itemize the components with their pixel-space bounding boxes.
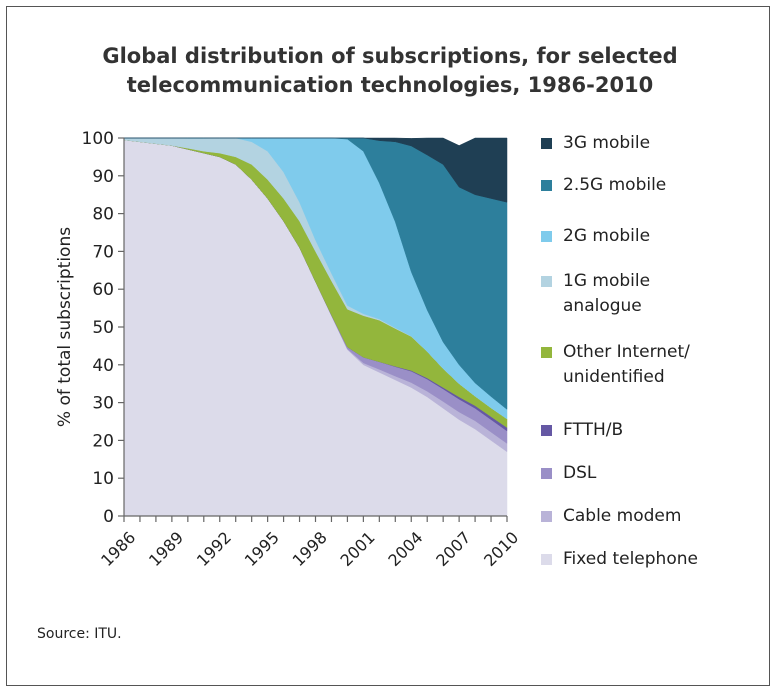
legend-label: DSL bbox=[563, 463, 597, 483]
y-tick-label: 60 bbox=[92, 280, 114, 300]
legend-label: 2.5G mobile bbox=[563, 175, 666, 195]
y-tick-label: 20 bbox=[92, 431, 114, 451]
chart-title-line-1: Global distribution of subscriptions, fo… bbox=[102, 44, 678, 68]
legend-label: 2G mobile bbox=[563, 226, 650, 246]
y-axis-label: % of total subscriptions bbox=[55, 227, 75, 427]
x-tick-label: 2010 bbox=[480, 528, 522, 570]
y-tick-label: 70 bbox=[92, 242, 114, 262]
chart-title-line-2: telecommunication technologies, 1986-201… bbox=[126, 73, 654, 97]
y-tick-label: 30 bbox=[92, 394, 114, 414]
y-tick-label: 10 bbox=[92, 469, 114, 489]
x-tick-label: 1998 bbox=[289, 528, 331, 570]
legend-swatch bbox=[541, 425, 552, 436]
y-tick-label: 0 bbox=[103, 507, 114, 527]
x-tick-label: 2001 bbox=[336, 528, 378, 570]
legend-label: Other Internet/ bbox=[563, 342, 690, 362]
x-tick-label: 1995 bbox=[241, 528, 283, 570]
legend-label: FTTH/B bbox=[563, 420, 623, 440]
legend-swatch bbox=[541, 554, 552, 565]
x-tick-label: 2007 bbox=[432, 528, 474, 570]
y-tick-label: 40 bbox=[92, 356, 114, 376]
legend-swatch bbox=[541, 511, 552, 522]
legend-swatch bbox=[541, 468, 552, 479]
legend-label: Cable modem bbox=[563, 506, 681, 526]
y-tick-label: 80 bbox=[92, 205, 114, 225]
x-tick-label: 2004 bbox=[384, 528, 426, 570]
legend-label: 3G mobile bbox=[563, 133, 650, 153]
legend-label: 1G mobile bbox=[563, 271, 650, 291]
area-3g-mobile bbox=[124, 137, 508, 203]
source-note: Source: ITU. bbox=[37, 626, 122, 642]
y-tick-label: 100 bbox=[82, 129, 114, 149]
x-tick-label: 1992 bbox=[193, 528, 235, 570]
legend-swatch bbox=[541, 276, 552, 287]
x-tick-label: 1986 bbox=[97, 528, 139, 570]
legend-label: Fixed telephone bbox=[563, 549, 698, 569]
legend-label-line-2: unidentified bbox=[563, 367, 665, 387]
chart-title: Global distribution of subscriptions, fo… bbox=[40, 42, 740, 100]
y-tick-label: 50 bbox=[92, 318, 114, 338]
legend-label-line-2: analogue bbox=[563, 296, 642, 316]
legend-swatch bbox=[541, 138, 552, 149]
legend-swatch bbox=[541, 347, 552, 358]
legend-swatch bbox=[541, 231, 552, 242]
legend-swatch bbox=[541, 180, 552, 191]
x-tick-label: 1989 bbox=[145, 528, 187, 570]
y-tick-label: 90 bbox=[92, 167, 114, 187]
